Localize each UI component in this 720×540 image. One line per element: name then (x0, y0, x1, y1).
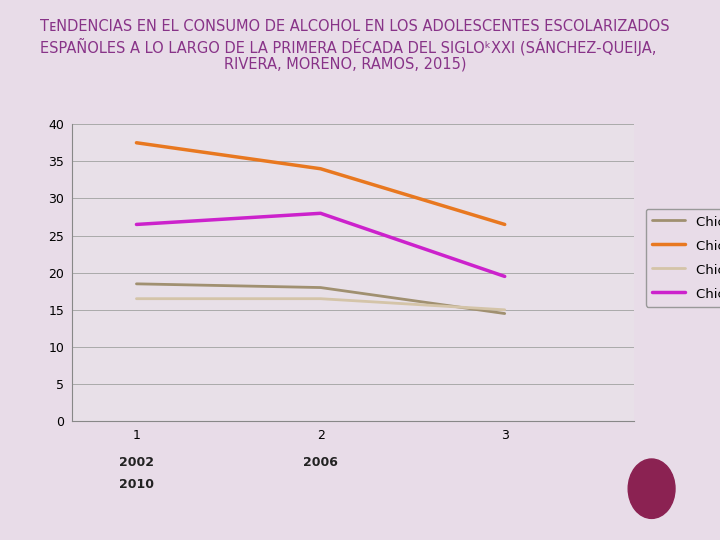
Chico 15-16 (132, 281, 141, 287)
Chica 17-18 (316, 210, 325, 217)
Line: Chico 17-18: Chico 17-18 (137, 143, 505, 225)
Chica 17-18 (500, 273, 509, 280)
Chico 15-16 (500, 310, 509, 317)
Text: RIVERA, MORENO, RAMOS, 2015): RIVERA, MORENO, RAMOS, 2015) (225, 57, 467, 72)
Chico 17-18 (132, 139, 141, 146)
Text: TᴇNDENCIAS EN EL CONSUMO DE ALCOHOL EN LOS ADOLESCENTES ESCOLARIZADOS: TᴇNDENCIAS EN EL CONSUMO DE ALCOHOL EN L… (40, 19, 669, 34)
Line: Chica 17-18: Chica 17-18 (137, 213, 505, 276)
Chico 17-18 (316, 165, 325, 172)
Text: 2002: 2002 (119, 456, 154, 469)
Text: ESPAÑOLES A LO LARGO DE LA PRIMERA DÉCADA DEL SIGLOᵏXXI (SÁNCHEZ-QUEIJA,: ESPAÑOLES A LO LARGO DE LA PRIMERA DÉCAD… (40, 38, 656, 56)
Chica 15-16 (132, 295, 141, 302)
Chica 17-18 (132, 221, 141, 228)
Chica 15-16 (500, 307, 509, 313)
Text: 2010: 2010 (119, 478, 154, 491)
Legend: Chico 15-16, Chico 17-18, Chica 15-16, Chica 17-18: Chico 15-16, Chico 17-18, Chica 15-16, C… (646, 208, 720, 307)
Line: Chica 15-16: Chica 15-16 (137, 299, 505, 310)
Text: 2006: 2006 (303, 456, 338, 469)
Chica 15-16 (316, 295, 325, 302)
Chico 15-16 (316, 284, 325, 291)
Line: Chico 15-16: Chico 15-16 (137, 284, 505, 314)
Chico 17-18 (500, 221, 509, 228)
